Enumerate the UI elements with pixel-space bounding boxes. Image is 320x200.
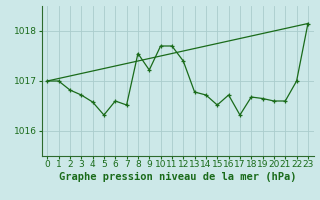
X-axis label: Graphe pression niveau de la mer (hPa): Graphe pression niveau de la mer (hPa) bbox=[59, 172, 296, 182]
